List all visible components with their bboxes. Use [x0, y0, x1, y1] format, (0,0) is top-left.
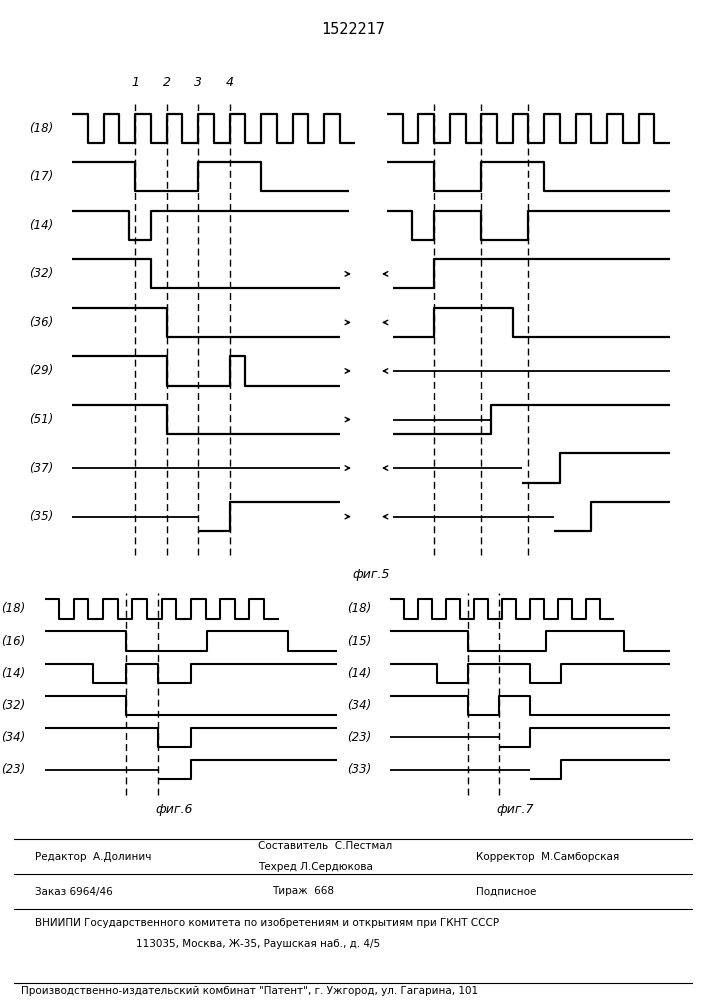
Text: фиг.7: фиг.7 — [496, 803, 534, 816]
Text: (18): (18) — [1, 602, 25, 615]
Text: (15): (15) — [347, 635, 372, 648]
Text: (35): (35) — [29, 510, 54, 523]
Text: (32): (32) — [29, 267, 54, 280]
Text: (16): (16) — [1, 635, 25, 648]
Text: (33): (33) — [347, 763, 372, 776]
Text: Корректор  М.Самборская: Корректор М.Самборская — [476, 852, 619, 861]
Text: (51): (51) — [29, 413, 54, 426]
Text: фиг.6: фиг.6 — [156, 803, 194, 816]
Text: (23): (23) — [1, 763, 25, 776]
Text: (34): (34) — [1, 731, 25, 744]
Text: (17): (17) — [29, 170, 54, 183]
Text: (34): (34) — [347, 699, 372, 712]
Text: (14): (14) — [1, 667, 25, 680]
Text: (36): (36) — [29, 316, 54, 329]
Text: Составитель  С.Пестмал: Составитель С.Пестмал — [259, 841, 392, 851]
Text: Редактор  А.Долинич: Редактор А.Долинич — [35, 851, 151, 862]
Text: 1: 1 — [132, 76, 139, 89]
Text: (32): (32) — [1, 699, 25, 712]
Text: (14): (14) — [29, 219, 54, 232]
Text: Производственно-издательский комбинат "Патент", г. Ужгород, ул. Гагарина, 101: Производственно-издательский комбинат "П… — [21, 986, 478, 996]
Text: 4: 4 — [226, 76, 233, 89]
Text: ВНИИПИ Государственного комитета по изобретениям и открытиям при ГКНТ СССР: ВНИИПИ Государственного комитета по изоб… — [35, 918, 498, 928]
Text: 2: 2 — [163, 76, 170, 89]
Text: (14): (14) — [347, 667, 372, 680]
Text: (23): (23) — [347, 731, 372, 744]
Text: (18): (18) — [29, 122, 54, 135]
Text: Техред Л.Сердюкова: Техред Л.Сердюкова — [259, 862, 373, 872]
Text: Тираж  668: Тираж 668 — [272, 886, 334, 896]
Text: (29): (29) — [29, 364, 54, 377]
Text: (37): (37) — [29, 462, 54, 475]
Text: 3: 3 — [194, 76, 202, 89]
Text: 113035, Москва, Ж-35, Раушская наб., д. 4/5: 113035, Москва, Ж-35, Раушская наб., д. … — [136, 939, 380, 949]
Text: фиг.5: фиг.5 — [352, 568, 390, 581]
Text: 1522217: 1522217 — [322, 22, 385, 37]
Text: Подписное: Подписное — [476, 886, 536, 896]
Text: (18): (18) — [347, 602, 372, 615]
Text: Заказ 6964/46: Заказ 6964/46 — [35, 886, 112, 896]
